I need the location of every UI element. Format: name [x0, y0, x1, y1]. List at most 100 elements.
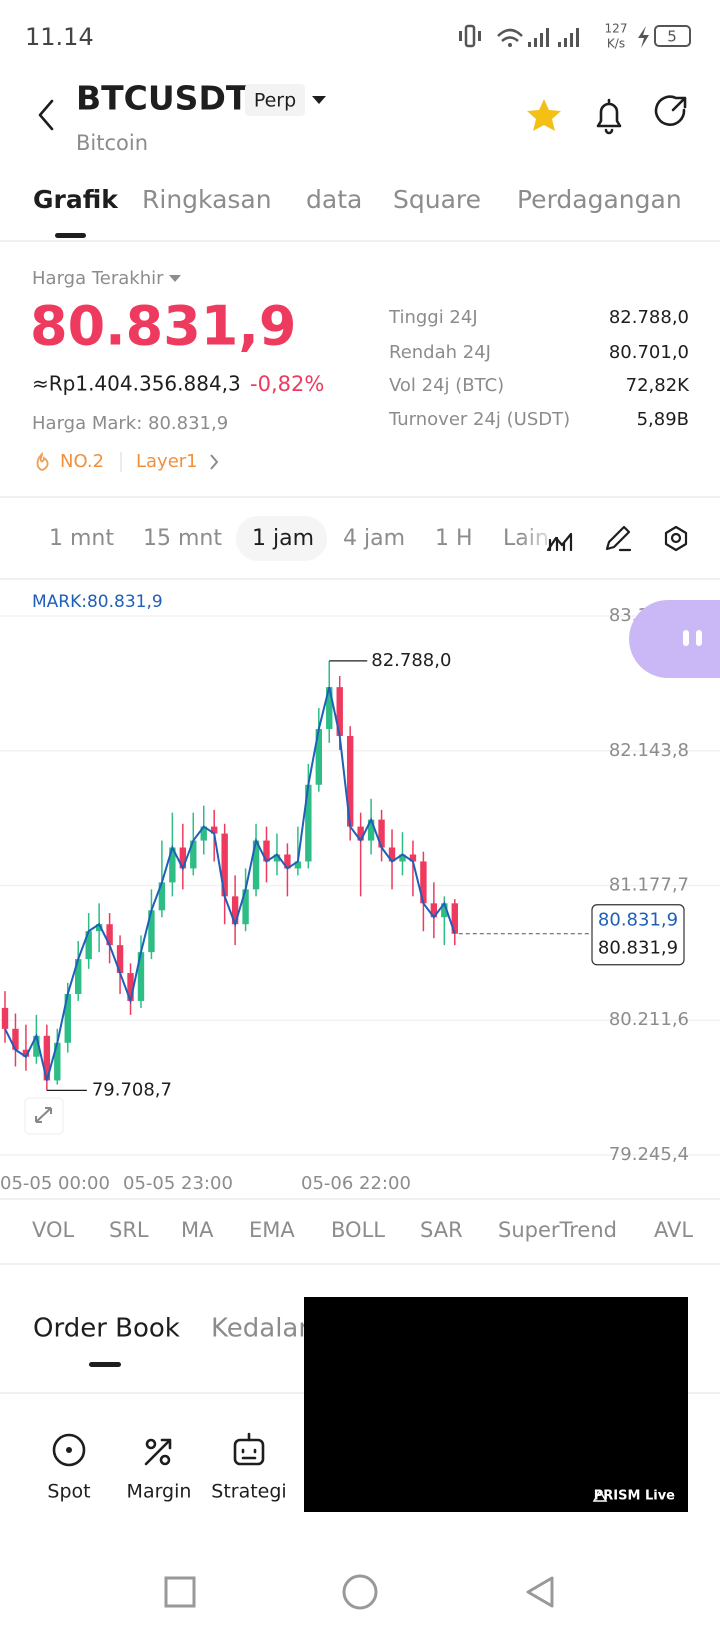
- contract-chip[interactable]: [245, 84, 305, 116]
- action-label[interactable]: Margin: [127, 1481, 192, 1503]
- stat-value: 72,82K: [626, 375, 691, 396]
- action-label[interactable]: Spot: [47, 1481, 90, 1503]
- candle-body: [284, 854, 291, 869]
- candle-body: [399, 854, 406, 862]
- symbol[interactable]: BTCUSDT: [76, 79, 249, 118]
- candle-body: [273, 854, 281, 862]
- indicator[interactable]: EMA: [249, 1218, 295, 1242]
- candle-body: [388, 847, 396, 862]
- nav-back[interactable]: [526, 1576, 554, 1608]
- price-change: -0,82%: [250, 372, 324, 396]
- indicator[interactable]: AVL: [654, 1218, 693, 1242]
- candle-body: [367, 819, 375, 841]
- settings-icon-center: [670, 532, 682, 544]
- tab-bar: Grafik Ringkasan data Square Perdagangan: [33, 185, 682, 214]
- indicator-icon[interactable]: [546, 532, 573, 552]
- interval[interactable]: 1 H: [435, 526, 473, 551]
- candle-body: [336, 687, 343, 736]
- category-tag[interactable]: Layer1: [136, 451, 198, 472]
- floating-assistant[interactable]: [629, 600, 720, 678]
- candle-body: [179, 847, 187, 869]
- candle-body: [420, 861, 427, 904]
- y-tick-label: 81.177,7: [609, 875, 689, 896]
- back-button[interactable]: [38, 99, 54, 131]
- favorite-star[interactable]: [527, 99, 561, 131]
- symbol-dropdown[interactable]: [312, 96, 326, 104]
- candle-body: [294, 861, 302, 869]
- low-label: 79.708,7: [92, 1079, 172, 1100]
- spot-icon[interactable]: [52, 1433, 86, 1467]
- indicator[interactable]: VOL: [32, 1218, 75, 1242]
- candle-body: [148, 910, 155, 953]
- tab[interactable]: Ringkasan: [142, 185, 272, 214]
- interval[interactable]: 4 jam: [343, 526, 405, 551]
- settings-icon[interactable]: [664, 525, 688, 552]
- candle-body: [315, 728, 322, 785]
- status-time: 11.14: [25, 23, 94, 51]
- candle-body: [252, 840, 260, 890]
- margin-icon[interactable]: [144, 1438, 172, 1466]
- y-tick-label: 79.245,4: [609, 1144, 689, 1165]
- candle-body: [346, 735, 354, 827]
- candle-body: [75, 959, 82, 994]
- video-overlay[interactable]: [304, 1297, 688, 1512]
- indicator[interactable]: SRL: [109, 1218, 149, 1242]
- interval[interactable]: 15 mnt: [143, 526, 222, 551]
- stat-value: 5,89B: [637, 409, 689, 430]
- nav-home[interactable]: [342, 1574, 378, 1610]
- x-tick-label: 05-05 23:00: [123, 1173, 233, 1194]
- candle-body: [43, 1035, 51, 1081]
- indicator[interactable]: BOLL: [331, 1218, 385, 1242]
- indicator[interactable]: SuperTrend: [498, 1218, 617, 1242]
- candle-body: [12, 1028, 19, 1050]
- action-label[interactable]: Strategi: [211, 1481, 286, 1503]
- rank-tag[interactable]: NO.2: [60, 451, 104, 472]
- y-tick-label: 82.143,8: [609, 740, 689, 761]
- candle-body: [127, 973, 134, 1001]
- candlestick-chart[interactable]: 83.110,082.143,881.177,780.211,679.245,4…: [0, 605, 720, 1194]
- candle-body: [54, 1042, 61, 1081]
- interval[interactable]: 1 jam: [252, 526, 314, 551]
- candle-body: [378, 819, 385, 848]
- strategy-icon-face: [241, 1432, 257, 1460]
- tab[interactable]: Perdagangan: [517, 185, 682, 214]
- candle-body: [231, 896, 239, 925]
- candle-body: [158, 882, 166, 911]
- share-button[interactable]: [654, 95, 687, 126]
- order-book-tab[interactable]: Order Book: [33, 1314, 180, 1344]
- draw-icon[interactable]: [605, 525, 632, 552]
- tab-indicator: [55, 233, 86, 238]
- candle-body: [85, 931, 92, 960]
- candle-body: [430, 903, 438, 918]
- stat-label: Vol 24j (BTC): [389, 375, 504, 396]
- last-price-box: [591, 904, 685, 966]
- candle-body: [221, 833, 228, 897]
- indicator[interactable]: MA: [181, 1218, 214, 1242]
- prism-logo: [592, 1489, 608, 1502]
- interval[interactable]: 1 mnt: [49, 526, 114, 551]
- mark-price: Harga Mark: 80.831,9: [32, 413, 228, 434]
- tab[interactable]: data: [306, 185, 362, 214]
- candle-body: [116, 945, 124, 974]
- expand-button[interactable]: [24, 1097, 64, 1135]
- status-icons: [459, 24, 691, 48]
- stat-value: 82.788,0: [609, 307, 689, 328]
- last-price-mark: 80.831,9: [598, 910, 678, 931]
- interval-selected-bg: [236, 516, 327, 561]
- candle-body: [64, 993, 71, 1043]
- indicator[interactable]: SAR: [420, 1218, 463, 1242]
- spot-icon-dot: [66, 1447, 72, 1453]
- candle-body: [22, 1049, 30, 1057]
- candle-body: [357, 826, 364, 841]
- last-price-dropdown[interactable]: [169, 275, 181, 282]
- tab-indicator: [89, 1362, 121, 1367]
- alert-bell[interactable]: [596, 98, 622, 135]
- tag-chevron[interactable]: [210, 454, 219, 470]
- tab[interactable]: Grafik: [33, 185, 119, 214]
- nav-recents[interactable]: [164, 1576, 196, 1608]
- strategy-icon[interactable]: [233, 1438, 265, 1466]
- indicator-bar: VOL SRL MA EMA BOLL SAR SuperTrend AVL: [32, 1218, 693, 1242]
- assistant-eye: [683, 630, 689, 646]
- tab[interactable]: Square: [393, 185, 481, 214]
